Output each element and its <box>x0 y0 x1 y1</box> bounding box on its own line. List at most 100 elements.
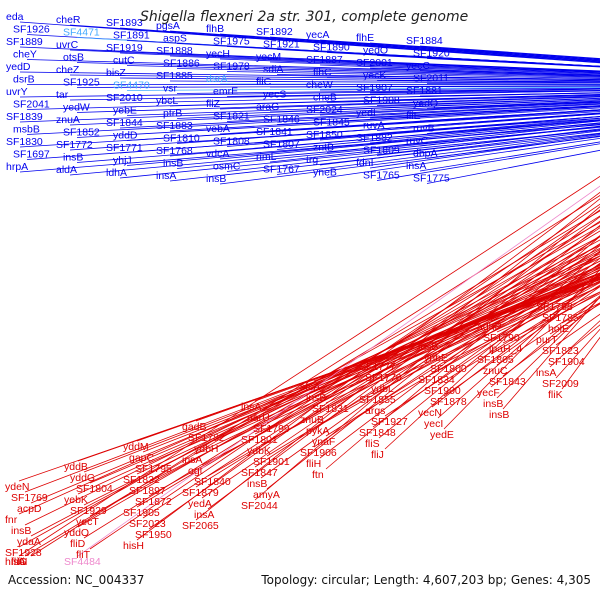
gene-label[interactable]: SF1823 <box>542 345 579 357</box>
gene-label[interactable]: SF1848 <box>359 427 396 439</box>
gene-label[interactable]: SF1777 <box>359 361 396 373</box>
gene-label[interactable]: SF1905 <box>123 507 160 519</box>
gene-label[interactable]: yecT <box>76 516 99 528</box>
gene-label[interactable]: ydbH <box>194 443 219 455</box>
gene-label[interactable]: SF1978 <box>213 61 250 73</box>
gene-label[interactable]: insB <box>418 341 438 353</box>
gene-label[interactable]: SF1834 <box>418 374 455 386</box>
gene-label[interactable]: cheY <box>13 49 37 61</box>
gene-label[interactable]: yecS <box>263 89 286 101</box>
gene-label[interactable]: SF2044 <box>241 500 278 512</box>
gene-label[interactable]: dbpA <box>413 148 438 160</box>
gene-label[interactable]: fdnI <box>356 157 374 169</box>
gene-label[interactable]: msbB <box>13 124 40 136</box>
gene-label[interactable]: holE <box>548 323 569 335</box>
gene-label[interactable]: ftn <box>312 469 324 481</box>
gene-label[interactable]: yhjJ <box>113 155 132 167</box>
gene-label[interactable]: znuC <box>483 365 508 377</box>
gene-label[interactable]: flhB <box>206 23 224 35</box>
gene-label[interactable]: SF1807 <box>263 139 300 151</box>
gene-label[interactable]: yecI <box>424 418 443 430</box>
gene-label[interactable]: insB <box>163 158 183 170</box>
gene-label[interactable]: SF2023 <box>129 518 166 530</box>
gene-label[interactable]: insB <box>306 392 326 404</box>
gene-label[interactable]: emrE <box>213 86 238 98</box>
gene-label[interactable]: insB <box>489 409 509 421</box>
gene-label[interactable]: SF1841 <box>256 126 293 138</box>
gene-label[interactable]: yneB <box>313 167 337 179</box>
gene-label[interactable]: insB <box>11 525 31 537</box>
gene-label[interactable]: fliI <box>17 556 28 568</box>
gene-label[interactable]: rimL <box>256 151 277 163</box>
gene-label[interactable]: SF1900 <box>424 385 461 397</box>
gene-label[interactable]: insB <box>247 478 267 490</box>
gene-label[interactable]: SF1891 <box>113 30 150 42</box>
gene-label[interactable]: SF2010 <box>106 92 143 104</box>
gene-label[interactable]: SF1804 <box>76 483 113 495</box>
gene-label[interactable]: SF1920 <box>413 48 450 60</box>
gene-label[interactable]: araG <box>256 101 279 113</box>
gene-label[interactable]: yecM <box>256 51 281 63</box>
gene-label[interactable]: fliT <box>76 549 91 561</box>
gene-label[interactable]: insA <box>241 401 261 413</box>
gene-label[interactable]: SF1830 <box>6 136 43 148</box>
gene-label[interactable]: SF1890 <box>313 42 350 54</box>
gene-label[interactable]: SF1901 <box>253 456 290 468</box>
gene-label[interactable]: SF1771 <box>106 142 143 154</box>
gene-label[interactable]: ruvA <box>363 120 385 132</box>
gene-label[interactable]: SF1769 <box>11 492 48 504</box>
gene-label[interactable]: cheB <box>313 92 337 104</box>
gene-label[interactable]: cheR <box>56 14 81 26</box>
gene-label[interactable]: SF1878 <box>430 396 467 408</box>
gene-label[interactable]: dsrB <box>13 74 35 86</box>
gene-label[interactable]: SF1844 <box>106 117 143 129</box>
gene-label[interactable]: SF1886 <box>163 58 200 70</box>
gene-label[interactable]: SF1768 <box>156 145 193 157</box>
gene-label[interactable]: yddG <box>70 472 95 484</box>
gene-label[interactable]: SF4484 <box>64 556 101 568</box>
gene-label[interactable]: SF1885 <box>156 70 193 82</box>
gene-label[interactable]: ipaH_4 <box>489 343 522 355</box>
gene-label[interactable]: SF1846 <box>263 114 300 126</box>
gene-label[interactable]: SF1845 <box>313 117 350 129</box>
gene-label[interactable]: SF1785 <box>542 312 579 324</box>
gene-label[interactable]: SF1889 <box>6 36 43 48</box>
gene-label[interactable]: ydbL <box>371 383 394 395</box>
gene-label[interactable]: SF1852 <box>63 127 100 139</box>
gene-label[interactable]: fliC <box>256 76 272 88</box>
gene-label[interactable]: insA <box>156 170 176 182</box>
gene-label[interactable]: yddD <box>113 130 138 142</box>
gene-label[interactable]: SF1772 <box>56 139 93 151</box>
gene-label[interactable]: hisA <box>5 556 25 568</box>
gene-label[interactable]: yedW <box>63 102 90 114</box>
gene-label[interactable]: sdiA <box>263 64 283 76</box>
gene-label[interactable]: fliG <box>11 556 27 568</box>
gene-label[interactable]: vdcA <box>206 148 229 160</box>
gene-label[interactable]: SF1907 <box>356 82 393 94</box>
gene-label[interactable]: yedD <box>6 61 31 73</box>
gene-label[interactable]: fliE <box>406 110 421 122</box>
gene-label[interactable]: SF1884 <box>406 35 443 47</box>
gene-label[interactable]: flhC <box>313 67 332 79</box>
gene-label[interactable]: yedO <box>363 45 388 57</box>
gene-label[interactable]: yedA <box>188 498 212 510</box>
gene-label[interactable]: SF2011 <box>413 73 449 85</box>
gene-label[interactable]: SF1801 <box>241 434 278 446</box>
gene-label[interactable]: yecA <box>306 29 329 41</box>
gene-label[interactable]: SF1888 <box>156 45 193 57</box>
gene-label[interactable]: SF1975 <box>213 36 250 48</box>
gene-label[interactable]: eda <box>6 11 24 23</box>
gene-label[interactable]: vebA <box>206 123 230 135</box>
gene-label[interactable]: SF1928 <box>5 547 42 559</box>
gene-label[interactable]: yedE <box>430 429 454 441</box>
gene-label[interactable]: sfcA <box>300 381 320 393</box>
gene-label[interactable]: SF1904 <box>548 356 585 368</box>
gene-label[interactable]: flhE <box>356 32 374 44</box>
gene-label[interactable]: SF1799 <box>253 423 290 435</box>
gene-label[interactable]: SF1795 <box>135 463 172 475</box>
gene-label[interactable]: SF1921 <box>263 39 300 51</box>
gene-label[interactable]: ybcL <box>156 95 178 107</box>
gene-label[interactable]: SF1882 <box>356 132 393 144</box>
gene-label[interactable]: purT <box>536 334 558 346</box>
gene-label[interactable]: SF1697 <box>13 149 50 161</box>
